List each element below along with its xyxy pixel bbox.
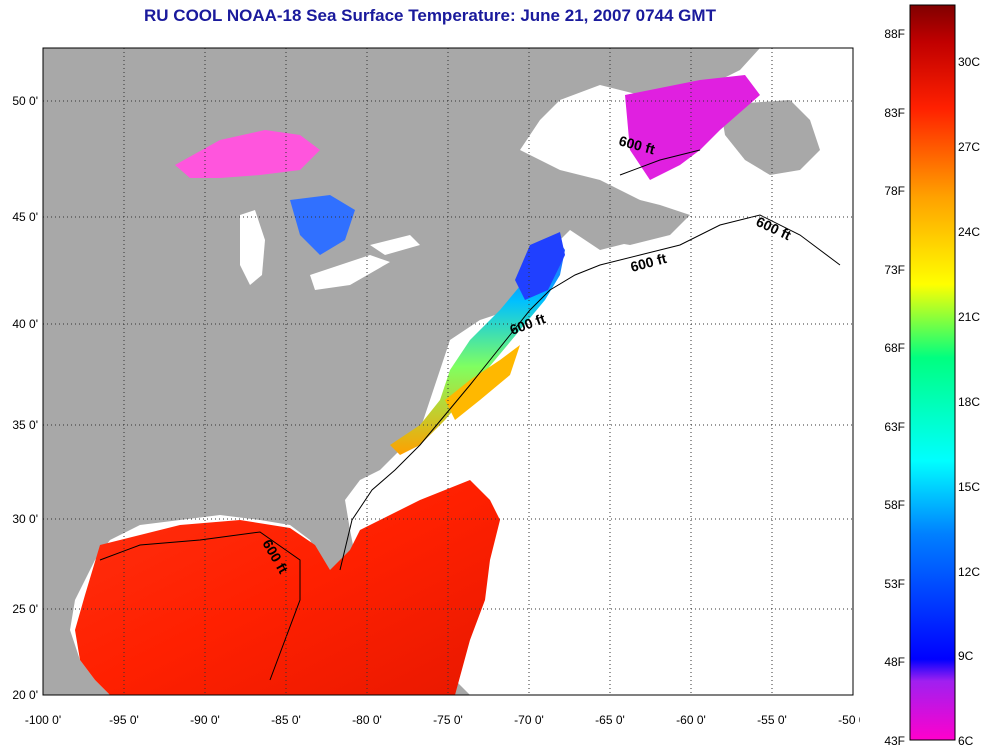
y-tick-label: 35 0': [12, 418, 38, 432]
x-tick-label: -55 0': [757, 713, 787, 727]
lake-ontario: [370, 235, 420, 255]
colorbar-c-label: 9C: [958, 649, 974, 663]
colorbar-c-label: 6C: [958, 734, 974, 748]
colorbar-c-label: 27C: [958, 140, 980, 154]
lake-huron: [290, 195, 355, 255]
offshore-mid-atlantic-water: [445, 345, 520, 420]
colorbar-f-label: 73F: [884, 263, 905, 277]
colorbar-c-label: 30C: [958, 55, 980, 69]
colorbar-f-label: 53F: [884, 577, 905, 591]
colorbar-gradient: [909, 4, 956, 741]
nova-scotia-land: [580, 195, 690, 245]
colorbar-c-label: 24C: [958, 225, 980, 239]
x-tick-label: -70 0': [514, 713, 544, 727]
colorbar-c-label: 12C: [958, 565, 980, 579]
x-tick-label: -80 0': [352, 713, 382, 727]
lake-erie: [310, 255, 390, 290]
y-tick-label: 30 0': [12, 512, 38, 526]
colorbar-c-label: 21C: [958, 310, 980, 324]
colorbar-f-label: 88F: [884, 27, 905, 41]
colorbar-f-label: 68F: [884, 341, 905, 355]
contour-600ft: [99, 149, 841, 681]
y-tick-label: 45 0': [12, 210, 38, 224]
colorbar-f-label: 43F: [884, 734, 905, 748]
y-tick-label: 40 0': [12, 317, 38, 331]
lake-michigan: [240, 210, 265, 285]
gulf-stream-warm-water: [75, 480, 500, 695]
y-tick-label: 20 0': [12, 688, 38, 702]
colorbar-c-label: 18C: [958, 395, 980, 409]
x-tick-label: -50 0': [838, 713, 860, 727]
map-frame: [42, 47, 854, 696]
y-tick-label: 25 0': [12, 602, 38, 616]
map-title: RU COOL NOAA-18 Sea Surface Temperature:…: [144, 6, 716, 25]
x-tick-label: -60 0': [676, 713, 706, 727]
grid-lines: [43, 48, 853, 695]
sst-map: 600 ft 600 ft 600 ft 600 ft 600 ft -100 …: [12, 47, 860, 727]
colorbar-c-label: 15C: [958, 480, 980, 494]
colorbar-f-label: 83F: [884, 106, 905, 120]
x-tick-label: -65 0': [595, 713, 625, 727]
x-tick-label: -75 0': [433, 713, 463, 727]
newfoundland-land: [720, 100, 820, 175]
colorbar-f-label: 78F: [884, 184, 905, 198]
north-america-land: [43, 48, 760, 695]
x-tick-label: -90 0': [190, 713, 220, 727]
gulf-st-lawrence-water: [625, 75, 760, 180]
colorbar-f-label: 48F: [884, 655, 905, 669]
lake-superior: [175, 130, 320, 178]
x-tick-label: -95 0': [109, 713, 139, 727]
x-tick-label: -85 0': [271, 713, 301, 727]
y-tick-label: 50 0': [12, 94, 38, 108]
colorbar-f-label: 63F: [884, 420, 905, 434]
gulf-of-maine-water: [515, 232, 565, 300]
colorbar-f-label: 58F: [884, 498, 905, 512]
x-tick-label: -100 0': [25, 713, 61, 727]
